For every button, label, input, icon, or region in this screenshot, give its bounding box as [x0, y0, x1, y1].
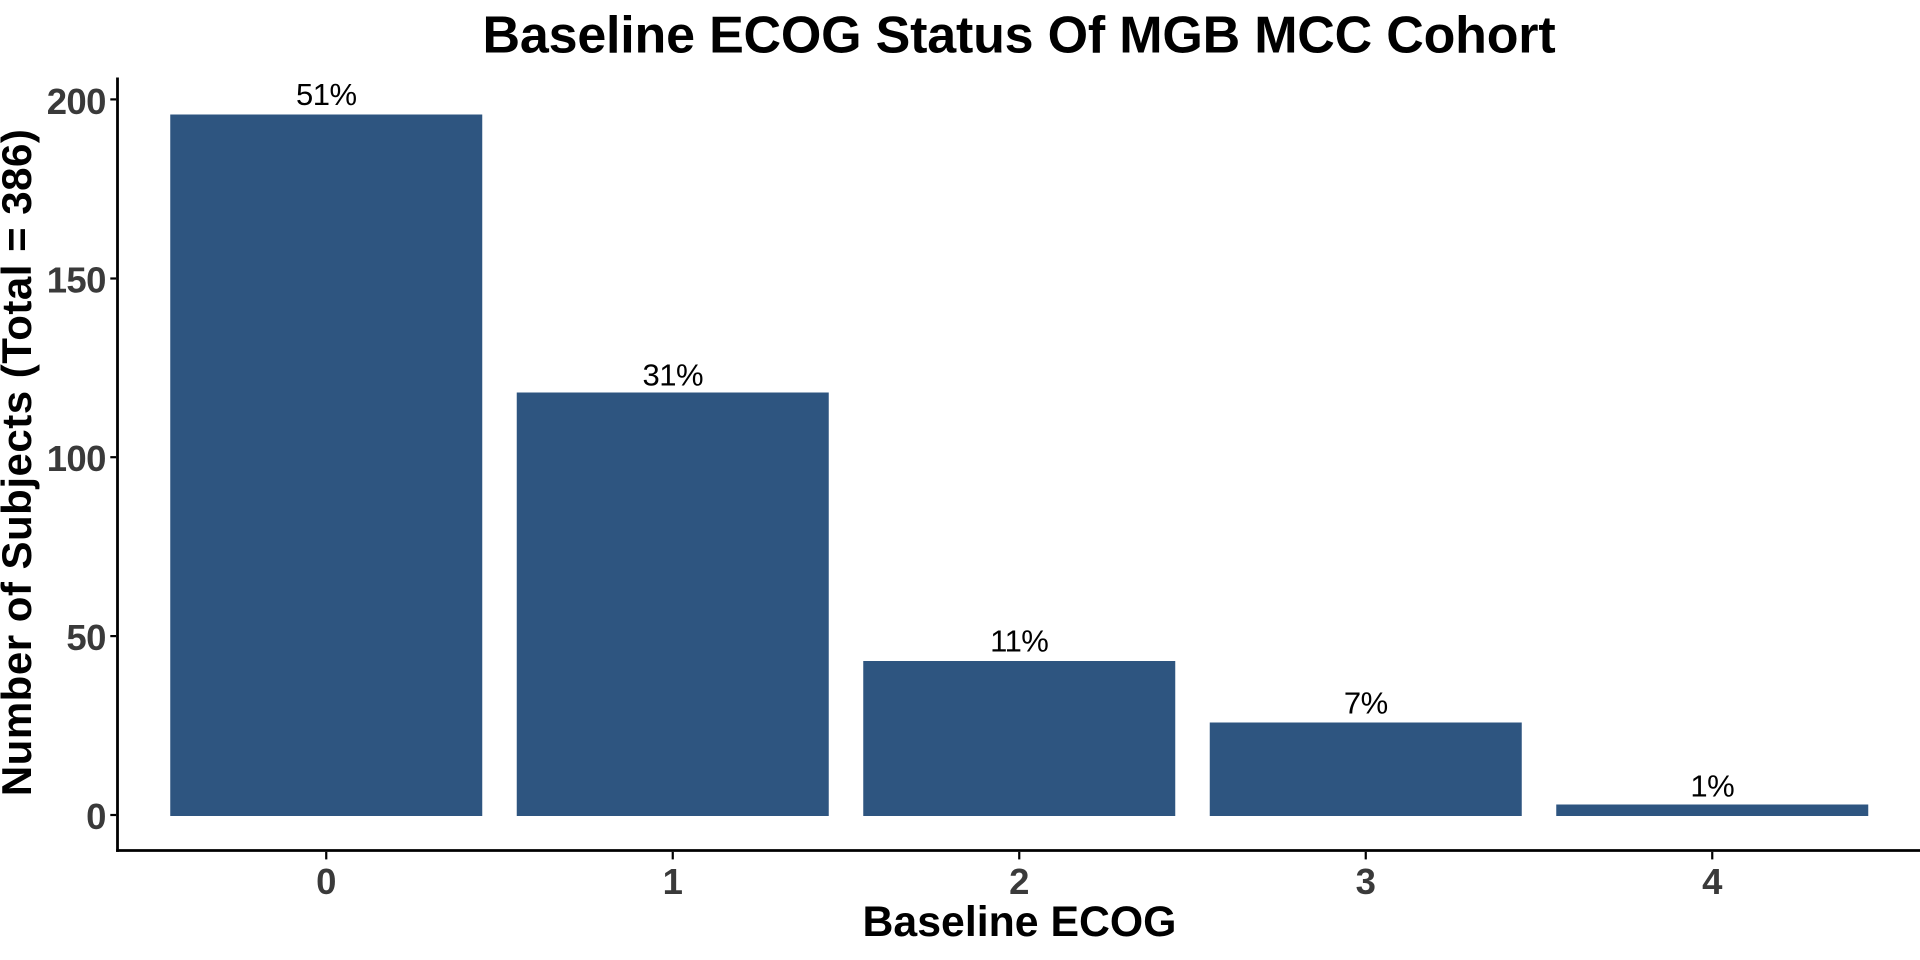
svg-text:1%: 1% — [1690, 769, 1734, 804]
svg-text:7%: 7% — [1344, 685, 1388, 720]
svg-text:Baseline ECOG Status Of MGB MC: Baseline ECOG Status Of MGB MCC Cohort — [483, 7, 1556, 65]
svg-text:4: 4 — [1702, 861, 1723, 902]
svg-text:3: 3 — [1356, 861, 1376, 902]
svg-text:11%: 11% — [990, 623, 1048, 658]
svg-text:31%: 31% — [642, 357, 703, 392]
svg-text:2: 2 — [1009, 861, 1029, 902]
svg-text:0: 0 — [86, 796, 106, 837]
svg-text:1: 1 — [663, 861, 683, 902]
svg-text:100: 100 — [47, 438, 106, 479]
svg-text:51%: 51% — [296, 77, 357, 112]
svg-text:50: 50 — [66, 617, 105, 658]
svg-text:150: 150 — [47, 260, 106, 301]
svg-text:0: 0 — [316, 861, 336, 902]
svg-text:Baseline ECOG: Baseline ECOG — [863, 898, 1177, 946]
svg-text:Number of Subjects (Total = 38: Number of Subjects (Total = 386) — [0, 129, 40, 797]
svg-text:200: 200 — [47, 81, 106, 122]
